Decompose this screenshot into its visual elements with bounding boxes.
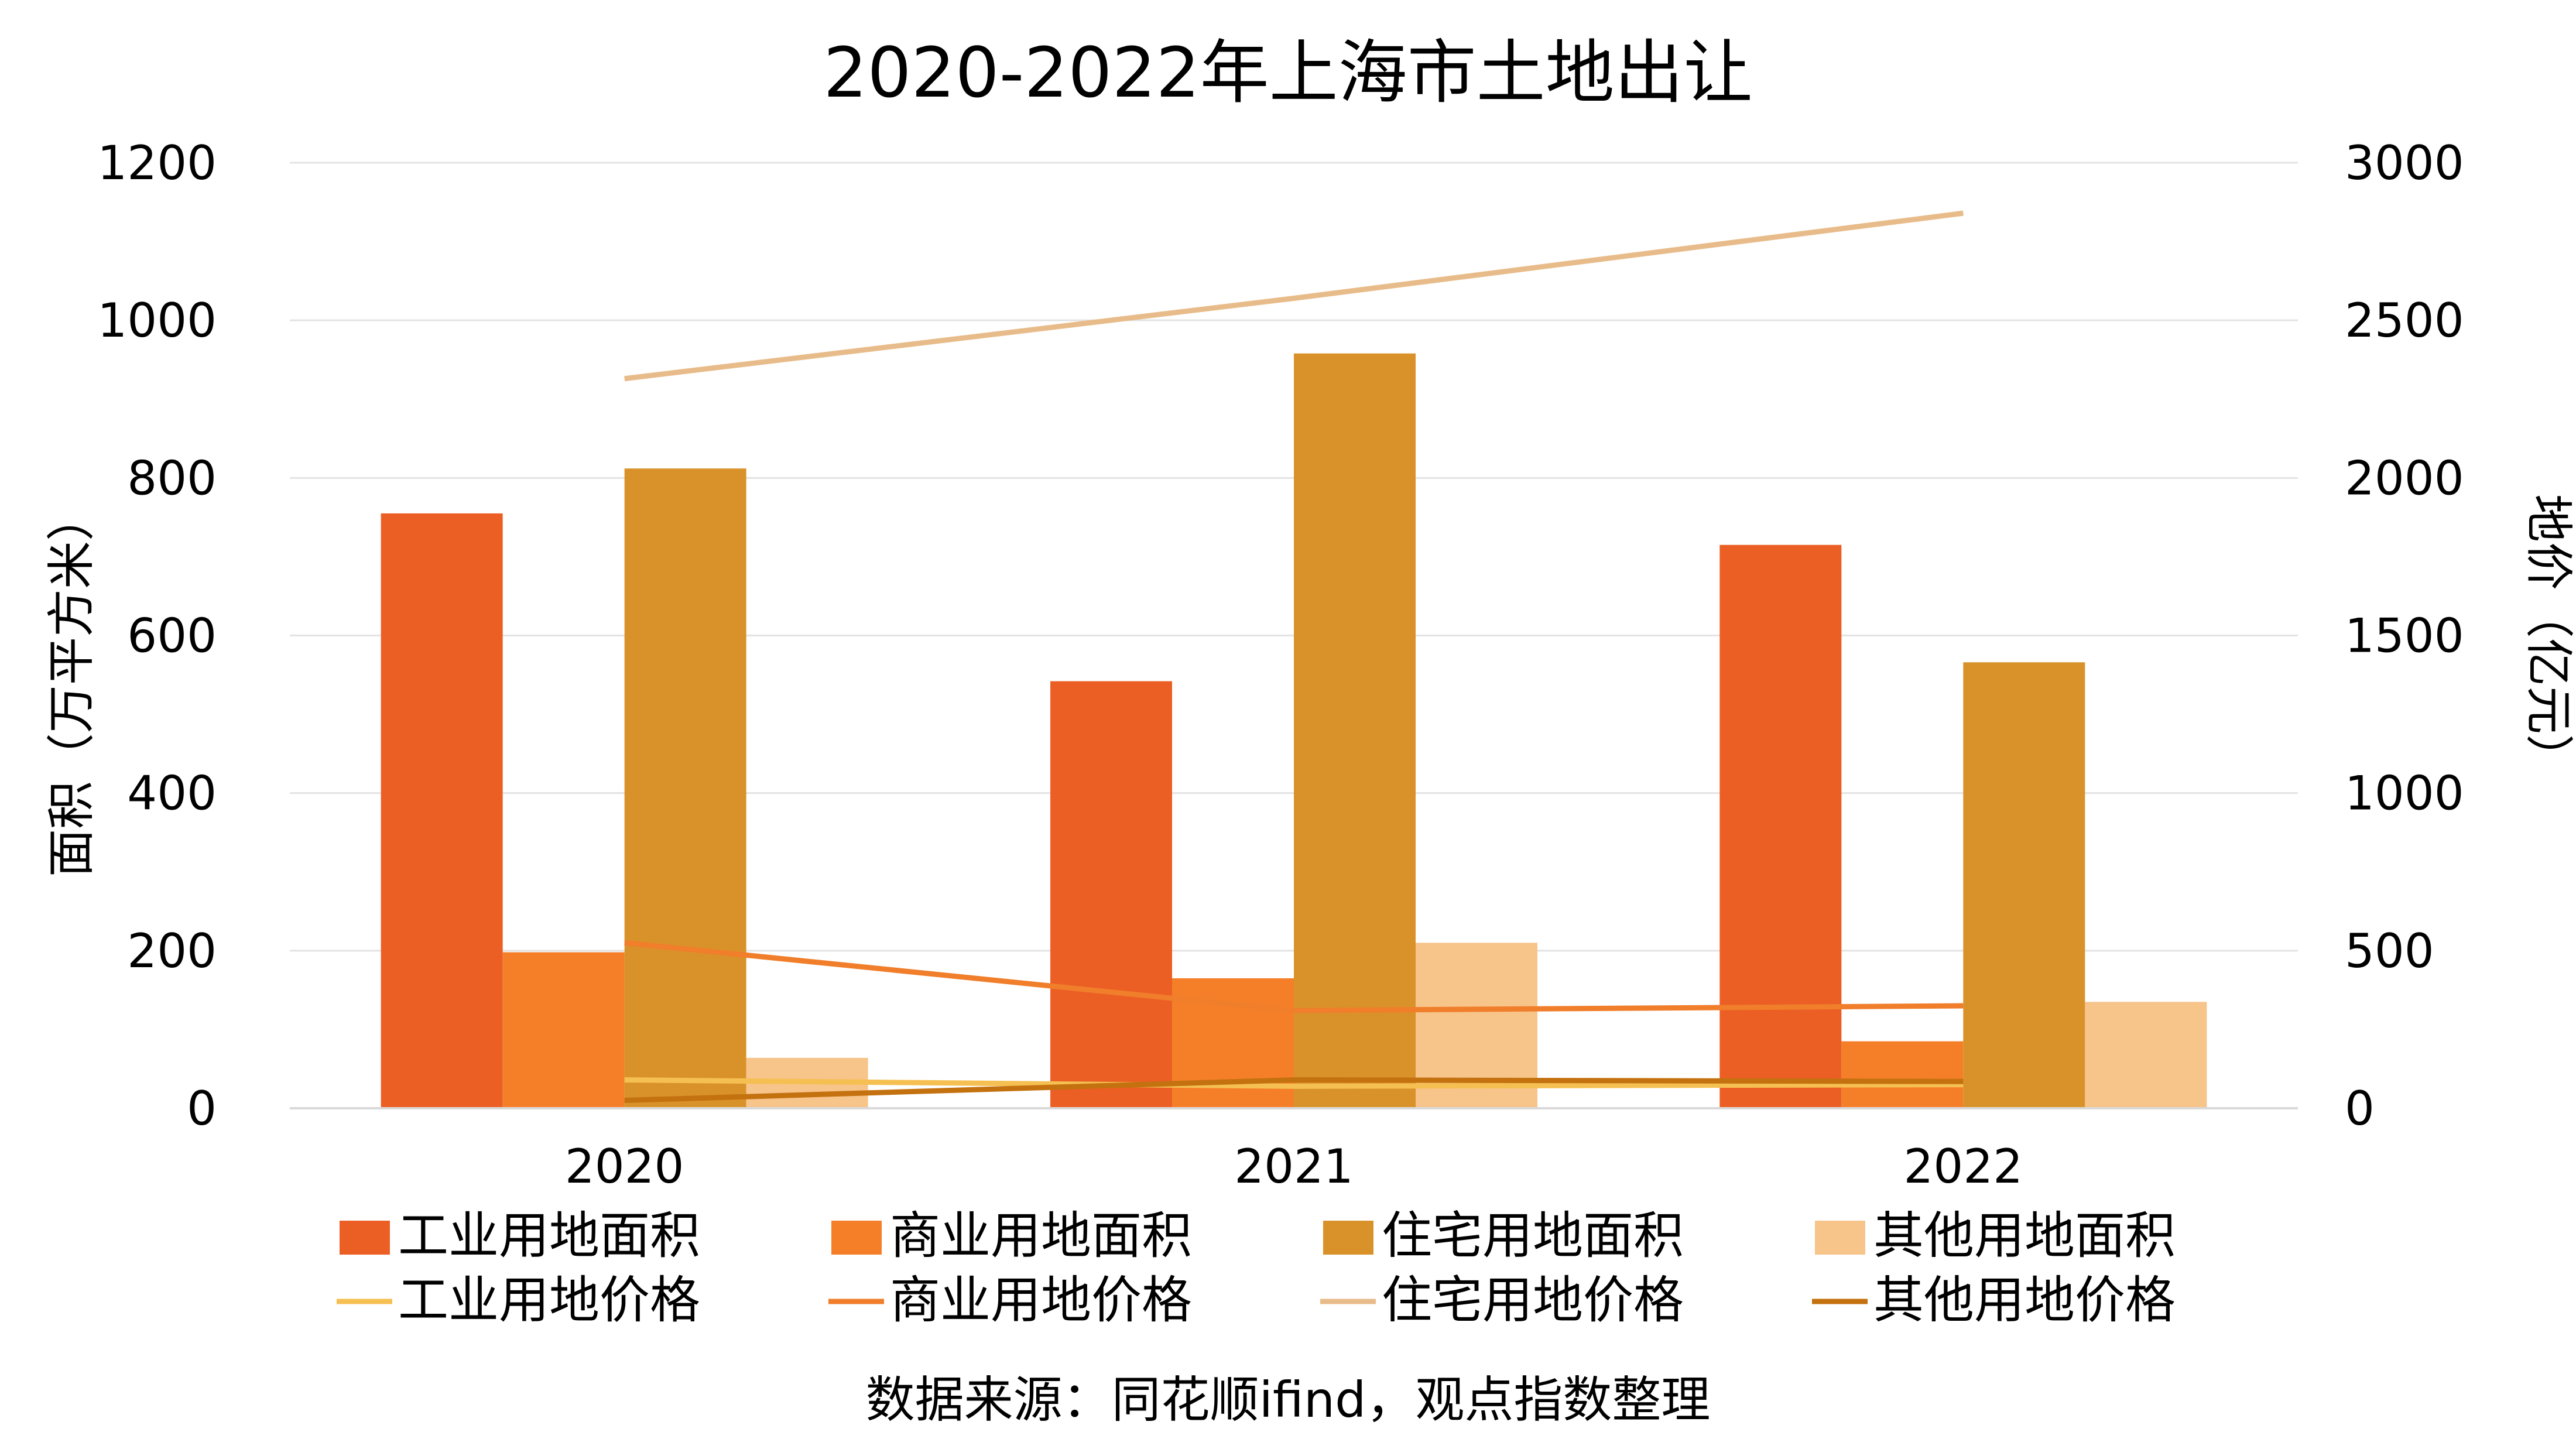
right-tick-label: 2500 (2345, 293, 2464, 348)
legend-swatch-bar (831, 1221, 882, 1255)
left-tick-label: 800 (127, 451, 217, 505)
right-tick-label: 2000 (2345, 451, 2464, 505)
bar-marks (381, 353, 2207, 1108)
legend-label: 工业用地价格 (398, 1271, 700, 1330)
left-axis-ticks: 0 200 400 600 800 1000 1200 (97, 136, 217, 1136)
left-tick-label: 1000 (97, 293, 217, 348)
left-tick-label: 1200 (97, 136, 217, 190)
bar-2021-0 (1050, 681, 1172, 1108)
left-tick-label: 400 (127, 766, 217, 821)
right-tick-label: 500 (2345, 924, 2434, 978)
bar-2020-0 (381, 513, 503, 1108)
x-tick-label: 2021 (1234, 1139, 1354, 1194)
right-tick-label: 3000 (2345, 136, 2464, 190)
bar-2022-0 (1719, 544, 1842, 1108)
bar-2022-2 (1963, 662, 2085, 1108)
legend-label: 商业用地面积 (890, 1207, 1192, 1265)
legend-label: 其他用地面积 (1873, 1207, 2176, 1265)
line-series-2 (624, 210, 1964, 382)
right-tick-label: 1500 (2345, 609, 2464, 663)
line-marks (624, 210, 1964, 1104)
legend-label: 工业用地面积 (398, 1207, 700, 1265)
chart-title: 2020-2022年上海市土地出让 (823, 32, 1752, 113)
bar-2021-2 (1294, 353, 1416, 1108)
right-tick-label: 0 (2345, 1081, 2375, 1136)
left-tick-label: 0 (187, 1081, 217, 1136)
legend-swatch-bar (1815, 1221, 1865, 1255)
right-axis-ticks: 0 500 1000 1500 2000 2500 3000 (2345, 136, 2464, 1136)
legend-swatch-bar (340, 1221, 390, 1255)
x-axis-ticks: 2020 2021 2022 (565, 1139, 2023, 1194)
x-tick-label: 2022 (1904, 1139, 2023, 1194)
x-tick-label: 2020 (565, 1139, 684, 1194)
left-tick-label: 200 (127, 924, 217, 978)
legend-label: 住宅用地面积 (1382, 1207, 1684, 1265)
line-series-0 (624, 1077, 1964, 1089)
left-tick-label: 600 (127, 609, 217, 663)
legend-swatch-bar (1323, 1221, 1373, 1255)
line-series-3 (624, 1077, 1964, 1104)
right-tick-label: 1000 (2345, 766, 2464, 821)
bar-2020-2 (624, 468, 746, 1108)
bar-2022-3 (2085, 1002, 2207, 1108)
legend-label: 商业用地价格 (890, 1271, 1192, 1330)
line-series-1 (624, 940, 1964, 1013)
legend-label: 其他用地价格 (1873, 1271, 2176, 1330)
source-note: 数据来源：同花顺ifind，观点指数整理 (866, 1371, 1711, 1429)
legend-label: 住宅用地价格 (1382, 1271, 1684, 1330)
right-axis-title: 地价（亿元） (2520, 494, 2576, 782)
left-axis-title: 面积（万平方米） (44, 493, 100, 877)
bar-2022-1 (1841, 1041, 1964, 1108)
bar-2020-1 (502, 952, 625, 1108)
